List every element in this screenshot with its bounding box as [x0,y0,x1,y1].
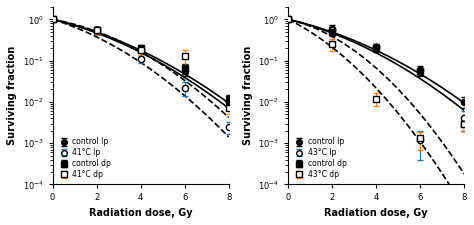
Y-axis label: Surviving fraction: Surviving fraction [7,46,17,145]
Legend: control lp, 43°C lp, control dp, 43°C dp: control lp, 43°C lp, control dp, 43°C dp [292,136,348,181]
X-axis label: Radiation dose, Gy: Radiation dose, Gy [325,208,428,218]
X-axis label: Radiation dose, Gy: Radiation dose, Gy [89,208,192,218]
Y-axis label: Surviving fraction: Surviving fraction [243,46,253,145]
Legend: control lp, 41°C lp, control dp, 41°C dp: control lp, 41°C lp, control dp, 41°C dp [56,136,113,181]
